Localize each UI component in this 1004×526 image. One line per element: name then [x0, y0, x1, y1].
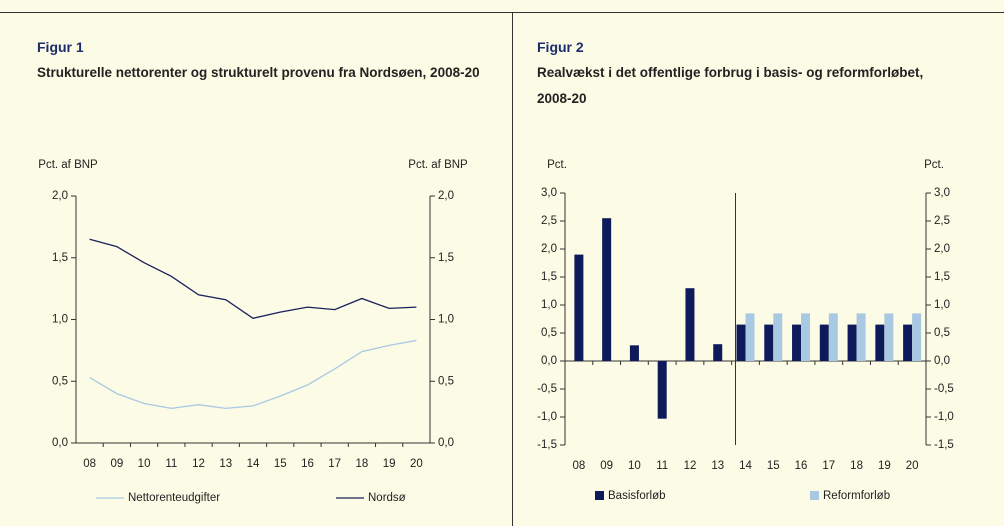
x-tick-label: 09: [600, 460, 613, 472]
y2-tick-label: 1,5: [934, 271, 950, 283]
bar: [801, 313, 811, 361]
legend-label: Reformforløb: [823, 490, 890, 502]
y-tick-label: 1,0: [52, 314, 68, 326]
bar: [764, 324, 774, 361]
y2-tick-label: 2,0: [934, 243, 950, 255]
bar: [629, 345, 639, 361]
y2-tick-label: 1,5: [438, 252, 454, 264]
bar: [847, 324, 857, 361]
bar: [875, 324, 885, 361]
bar: [903, 324, 913, 361]
chart-title: Strukturelle nettorenter og strukturelt …: [37, 65, 480, 80]
x-tick-label: 17: [822, 460, 835, 472]
x-tick-label: 19: [383, 458, 396, 470]
y2-tick-label: 0,0: [934, 355, 950, 367]
y-tick-label: 0,5: [541, 327, 557, 339]
bar: [736, 324, 746, 361]
legend-swatch: [810, 491, 819, 500]
x-tick-label: 15: [274, 458, 287, 470]
x-tick-label: 18: [356, 458, 369, 470]
x-tick-label: 08: [83, 458, 96, 470]
y-tick-label: 2,0: [541, 243, 557, 255]
bar: [574, 254, 584, 361]
y2-tick-label: 0,5: [934, 327, 950, 339]
y-tick-label: 0,0: [541, 355, 557, 367]
bar: [819, 324, 829, 361]
x-tick-label: 15: [767, 460, 780, 472]
y2-tick-label: 1,0: [934, 299, 950, 311]
x-tick-label: 10: [628, 460, 641, 472]
legend-swatch: [595, 491, 604, 500]
x-tick-label: 09: [110, 458, 123, 470]
x-tick-label: 12: [192, 458, 205, 470]
y2-tick-label: 0,0: [438, 437, 454, 449]
bar: [657, 361, 667, 419]
y2-tick-label: 1,0: [438, 314, 454, 326]
y2-tick-label: -1,0: [934, 411, 954, 423]
y2-tick-label: -1,5: [934, 439, 954, 451]
y2-tick-label: 0,5: [438, 375, 454, 387]
x-tick-label: 13: [219, 458, 232, 470]
bar: [792, 324, 802, 361]
line-series: [89, 238, 417, 319]
bar: [685, 288, 695, 361]
y2-tick-label: 2,5: [934, 215, 950, 227]
y-tick-label: 1,5: [52, 252, 68, 264]
y-tick-label: 2,5: [541, 215, 557, 227]
x-tick-label: 10: [138, 458, 151, 470]
x-tick-label: 18: [850, 460, 863, 472]
y2-tick-label: 2,0: [438, 190, 454, 202]
legend-label: Nettorenteudgifter: [128, 492, 220, 504]
bar: [713, 344, 723, 361]
y2-axis-label: Pct.: [924, 159, 944, 171]
bar: [912, 313, 922, 361]
x-tick-label: 17: [328, 458, 341, 470]
y-tick-label: -0,5: [537, 383, 557, 395]
x-tick-label: 08: [572, 460, 585, 472]
y-tick-label: -1,5: [537, 439, 557, 451]
legend-label: Nordsø: [368, 492, 406, 504]
x-tick-label: 20: [906, 460, 919, 472]
y-tick-label: 0,0: [52, 437, 68, 449]
bar: [828, 313, 838, 361]
x-tick-label: 16: [795, 460, 808, 472]
y-tick-label: 1,5: [541, 271, 557, 283]
y2-axis-label: Pct. af BNP: [408, 159, 468, 171]
y2-tick-label: 3,0: [934, 187, 950, 199]
x-tick-label: 12: [684, 460, 697, 472]
x-tick-label: 20: [410, 458, 423, 470]
y-tick-label: 3,0: [541, 187, 557, 199]
bar: [884, 313, 894, 361]
y-axis-label: Pct. af BNP: [38, 159, 98, 171]
y-tick-label: 1,0: [541, 299, 557, 311]
figure-label: Figur 2: [537, 39, 584, 55]
bar: [745, 313, 755, 361]
y-tick-label: 2,0: [52, 190, 68, 202]
x-tick-label: 14: [739, 460, 752, 472]
figure-label: Figur 1: [37, 39, 84, 55]
bar: [773, 313, 783, 361]
x-tick-label: 13: [711, 460, 724, 472]
y2-tick-label: -0,5: [934, 383, 954, 395]
bar: [602, 218, 612, 361]
x-tick-label: 16: [301, 458, 314, 470]
x-tick-label: 14: [247, 458, 260, 470]
y-axis-label: Pct.: [547, 159, 567, 171]
x-tick-label: 11: [656, 460, 668, 472]
chart-title: Realvækst i det offentlige forbrug i bas…: [537, 65, 924, 106]
line-series: [89, 339, 417, 410]
legend-label: Basisforløb: [608, 490, 666, 502]
y-tick-label: -1,0: [537, 411, 557, 423]
x-tick-label: 11: [165, 458, 177, 470]
x-tick-label: 19: [878, 460, 891, 472]
bar: [856, 313, 866, 361]
y-tick-label: 0,5: [52, 375, 68, 387]
